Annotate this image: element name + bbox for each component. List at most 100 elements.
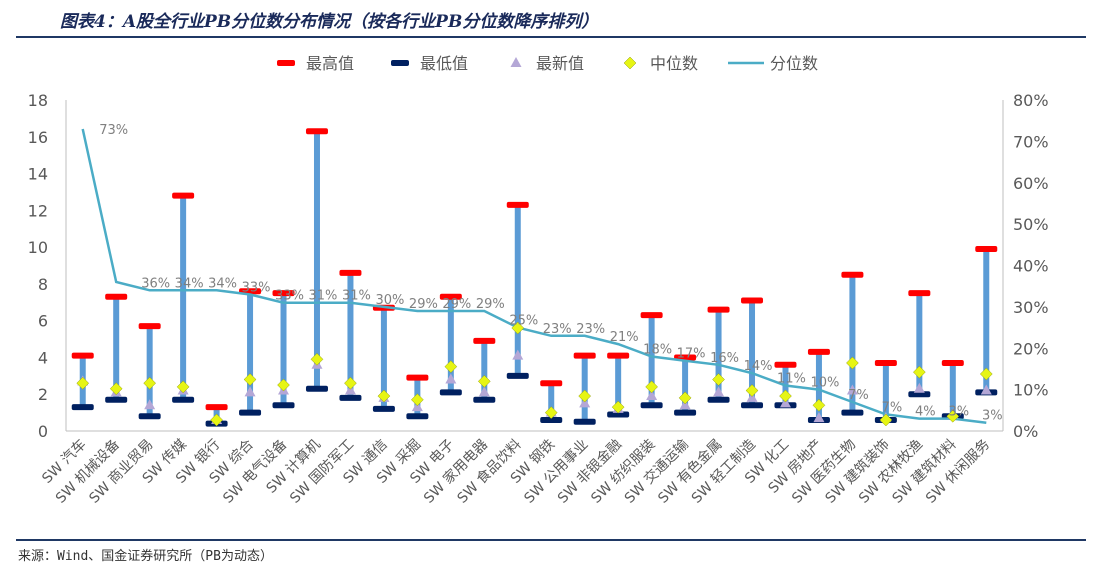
range-bar bbox=[715, 309, 722, 400]
left-tick-label: 6 bbox=[38, 312, 48, 331]
range-bar bbox=[882, 362, 889, 420]
range-bar bbox=[682, 357, 689, 413]
high-marker bbox=[707, 306, 730, 313]
latest-marker bbox=[579, 397, 591, 408]
high-marker bbox=[138, 323, 161, 330]
low-marker bbox=[707, 396, 730, 403]
legend-low-swatch bbox=[391, 60, 409, 66]
median-marker bbox=[243, 373, 257, 386]
low-marker bbox=[741, 402, 764, 409]
median-marker bbox=[477, 374, 491, 388]
range-bar bbox=[548, 383, 555, 420]
low-marker bbox=[473, 396, 496, 403]
high-marker bbox=[573, 352, 596, 359]
percentile-data-label: 3% bbox=[982, 409, 1003, 424]
high-marker bbox=[774, 361, 797, 368]
low-marker bbox=[138, 413, 161, 420]
percentile-data-label: 14% bbox=[744, 359, 773, 374]
legend-latest-swatch bbox=[510, 57, 522, 67]
left-tick-label: 14 bbox=[28, 165, 48, 184]
percentile-data-label: 10% bbox=[810, 376, 839, 391]
range-bar bbox=[180, 195, 187, 400]
low-marker bbox=[607, 411, 630, 418]
low-marker bbox=[339, 394, 362, 401]
range-bar bbox=[380, 307, 387, 409]
median-marker bbox=[846, 356, 859, 370]
percentile-data-label: 7% bbox=[882, 400, 903, 415]
median-marker bbox=[544, 406, 558, 419]
percentile-data-label: 29% bbox=[409, 297, 438, 312]
low-marker bbox=[305, 385, 328, 392]
percentile-data-label: 18% bbox=[643, 343, 672, 358]
low-marker bbox=[640, 402, 663, 409]
low-marker bbox=[506, 372, 529, 379]
range-bar bbox=[916, 293, 923, 395]
percentile-data-label: 21% bbox=[610, 330, 639, 345]
right-tick-label: 70% bbox=[1013, 132, 1049, 151]
median-marker bbox=[210, 413, 223, 427]
percentile-data-label: 29% bbox=[476, 297, 505, 312]
percentile-data-label: 33% bbox=[242, 280, 271, 295]
low-marker bbox=[406, 413, 429, 420]
percentile-data-label: 31% bbox=[309, 289, 338, 304]
high-marker bbox=[607, 352, 630, 359]
right-tick-label: 20% bbox=[1013, 339, 1049, 358]
right-tick-label: 60% bbox=[1013, 174, 1049, 193]
range-bar bbox=[815, 351, 822, 420]
median-marker bbox=[176, 380, 190, 394]
median-marker bbox=[578, 389, 592, 403]
high-marker bbox=[741, 297, 764, 304]
percentile-data-label: 34% bbox=[208, 276, 237, 291]
percentile-data-label: 11% bbox=[777, 371, 806, 386]
median-marker bbox=[511, 321, 525, 335]
range-bar bbox=[247, 291, 254, 413]
percentile-data-label: 30% bbox=[375, 293, 404, 308]
latest-marker bbox=[344, 384, 356, 395]
low-marker bbox=[540, 416, 563, 423]
right-tick-label: 80% bbox=[1013, 91, 1049, 110]
percentile-data-label: 31% bbox=[342, 289, 371, 304]
left-tick-label: 16 bbox=[28, 128, 48, 147]
legend-latest-label: 最新值 bbox=[536, 54, 584, 73]
range-bar bbox=[313, 131, 320, 389]
low-marker bbox=[172, 396, 195, 403]
range-bar bbox=[949, 362, 956, 417]
left-tick-label: 10 bbox=[28, 238, 48, 257]
high-marker bbox=[506, 201, 529, 208]
high-marker bbox=[540, 380, 563, 387]
left-tick-label: 0 bbox=[38, 422, 48, 441]
median-marker bbox=[444, 360, 458, 373]
range-bar bbox=[615, 355, 622, 415]
percentile-data-label: 25% bbox=[509, 314, 538, 329]
latest-marker bbox=[144, 399, 156, 410]
left-tick-label: 8 bbox=[38, 275, 48, 294]
latest-marker bbox=[713, 386, 725, 397]
footer-rule bbox=[16, 539, 1086, 541]
low-marker bbox=[674, 409, 697, 416]
high-marker bbox=[205, 404, 228, 411]
range-bar bbox=[481, 340, 488, 400]
percentile-data-label: 34% bbox=[175, 276, 204, 291]
high-marker bbox=[807, 348, 830, 355]
latest-marker bbox=[244, 386, 256, 397]
left-tick-label: 4 bbox=[38, 348, 48, 367]
legend-low-label: 最低值 bbox=[420, 54, 468, 73]
latest-marker bbox=[779, 397, 791, 408]
right-tick-label: 40% bbox=[1013, 257, 1049, 276]
range-bar bbox=[280, 293, 287, 406]
high-marker bbox=[305, 128, 328, 135]
range-bar bbox=[146, 326, 153, 417]
latest-marker bbox=[512, 349, 524, 360]
title-rule bbox=[16, 36, 1086, 38]
percentile-data-label: 23% bbox=[543, 322, 572, 337]
high-marker bbox=[105, 293, 128, 300]
low-marker bbox=[372, 405, 395, 412]
high-marker bbox=[841, 271, 864, 278]
low-marker bbox=[841, 409, 864, 416]
left-tick-label: 12 bbox=[28, 201, 48, 220]
high-marker bbox=[473, 337, 496, 344]
percentile-line bbox=[81, 128, 987, 424]
latest-marker bbox=[980, 384, 992, 395]
range-bar bbox=[113, 296, 120, 400]
